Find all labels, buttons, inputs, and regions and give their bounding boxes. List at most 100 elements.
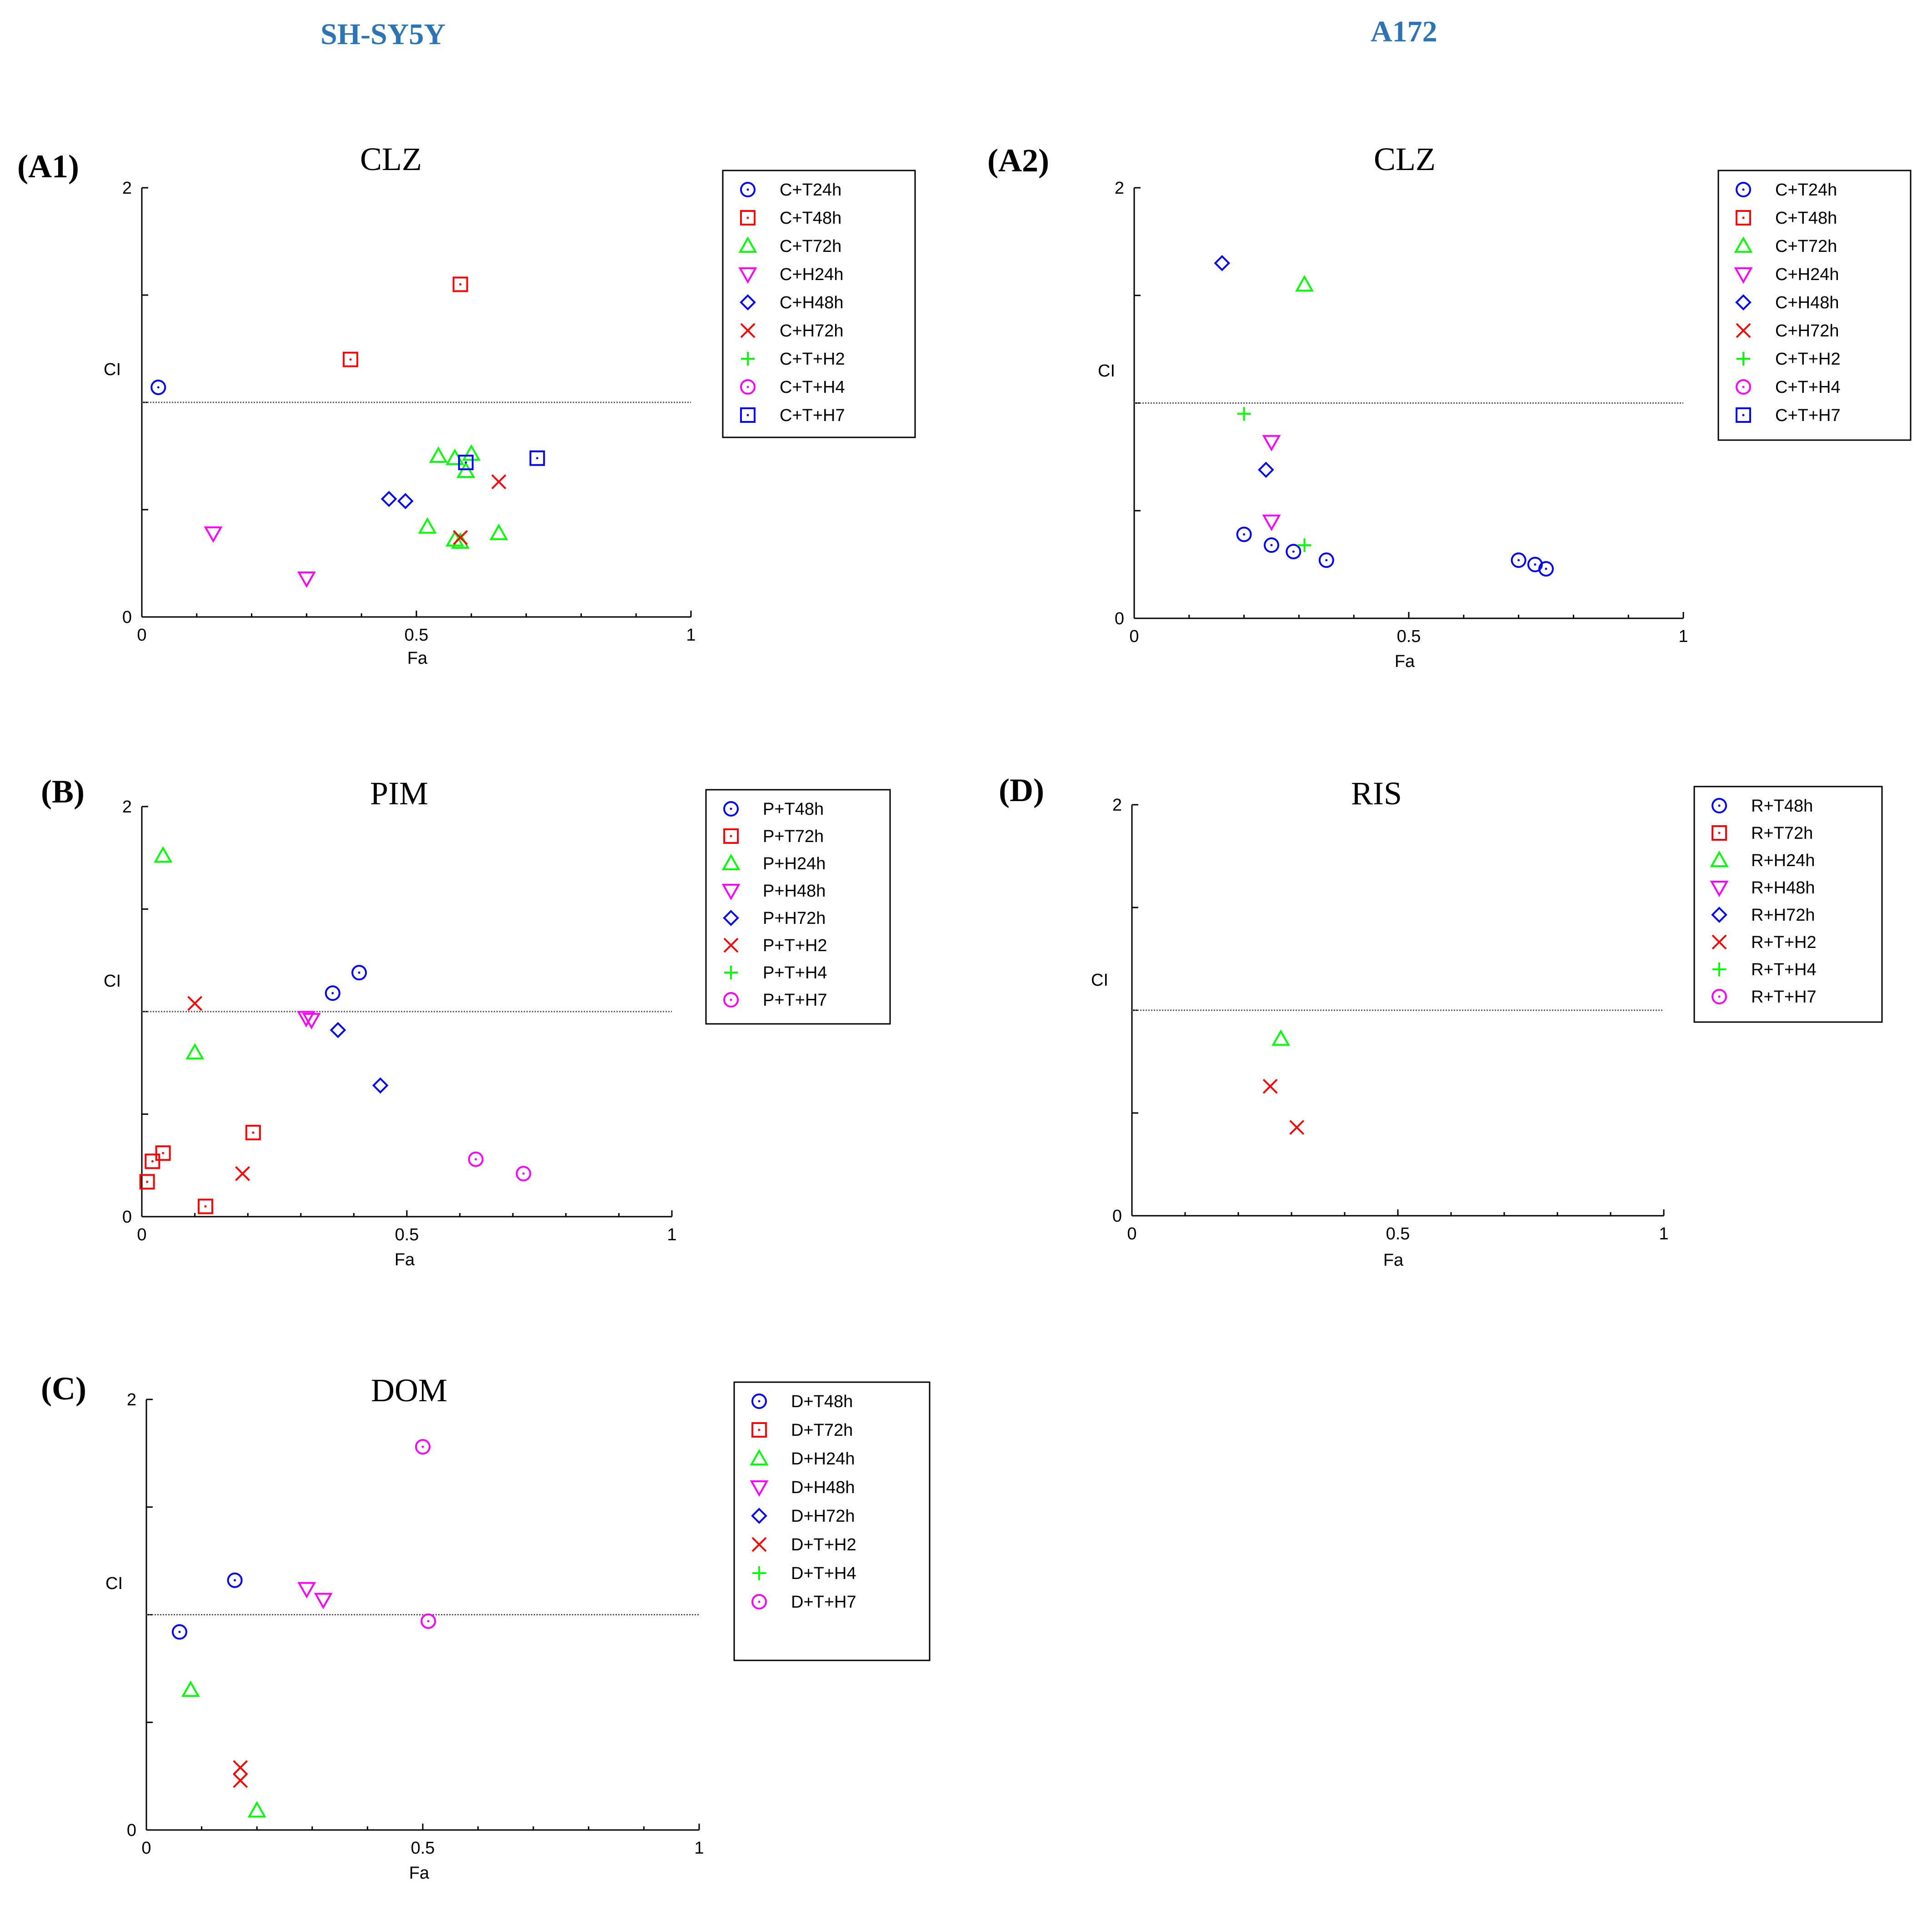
x-tick-label: 1 [686, 626, 696, 645]
data-point [351, 965, 367, 981]
x-tick-label: 0 [137, 626, 146, 645]
legend-entry: C+T72h [780, 237, 841, 256]
chart-title: PIM [370, 775, 428, 812]
cell-line-header-left: SH-SY5Y [320, 18, 446, 51]
legend-marker [750, 1449, 769, 1465]
x-tick-label: 0 [137, 1225, 146, 1244]
y-tick-label: 2 [1112, 796, 1122, 815]
legend-entry: D+T48h [791, 1392, 853, 1411]
legend-marker [1712, 825, 1727, 841]
data-point [372, 1077, 389, 1094]
legend-marker [750, 1480, 769, 1497]
legend-entry: C+H48h [780, 293, 843, 312]
panel-label: (D) [999, 772, 1044, 808]
chart-title: CLZ [1374, 141, 1436, 177]
legend-entry: P+T+H4 [763, 963, 827, 983]
legend-marker [751, 1394, 767, 1409]
data-point [187, 996, 203, 1011]
data-point [1511, 552, 1527, 568]
data-point [1237, 407, 1251, 421]
legend-entry: R+T+H2 [1751, 933, 1817, 952]
x-axis-label: Fa [1383, 1251, 1404, 1270]
chart-D: (D) RIS 0 0.5 1 0 2 Fa CI R+T48h R+T72h R+H24h R+H48… [999, 772, 1883, 1270]
y-tick-label: 0 [127, 1821, 136, 1840]
legend-marker [1736, 182, 1751, 197]
data-point [380, 491, 397, 507]
legend-marker [723, 992, 739, 1008]
legend-entry: C+T+H2 [780, 350, 845, 369]
data-point [415, 1439, 430, 1455]
legend: C+T24h C+T48h C+T72h C+H24h C+H48h C+H72h C+T+… [1717, 170, 1912, 441]
x-tick-label: 1 [694, 1839, 704, 1858]
data-point [1289, 1120, 1305, 1135]
legend-marker [751, 1537, 767, 1552]
x-tick-label: 0.5 [405, 626, 429, 645]
data-point [343, 351, 359, 367]
legend-marker [1736, 407, 1751, 423]
data-point [1286, 544, 1301, 560]
legend-entry: C+T+H7 [1775, 406, 1841, 425]
legend-marker [1736, 210, 1751, 226]
legend-entry: D+H24h [791, 1449, 855, 1469]
panel-label: (B) [41, 773, 85, 810]
data-point [150, 379, 166, 395]
legend-marker [1736, 323, 1751, 338]
legend-marker [724, 966, 738, 979]
data-point [185, 1043, 205, 1060]
legend-marker [1712, 963, 1726, 976]
data-point [314, 1593, 333, 1609]
legend-entry: R+H24h [1751, 851, 1815, 870]
chart-title: RIS [1351, 775, 1402, 812]
y-axis-label: CI [105, 1574, 123, 1593]
legend-entry: D+T+H7 [791, 1593, 856, 1612]
data-point [227, 1572, 243, 1588]
legend-marker [740, 210, 756, 226]
data-point [204, 526, 223, 543]
y-axis-label: CI [104, 972, 121, 991]
legend-marker [740, 407, 756, 423]
legend-entry: P+H72h [763, 909, 826, 928]
legend-marker [1737, 352, 1750, 366]
x-tick-label: 1 [667, 1225, 676, 1244]
legend-marker [723, 828, 739, 844]
x-tick-label: 1 [1678, 627, 1688, 646]
legend-marker [738, 267, 757, 284]
legend-entry: C+T+H2 [1775, 350, 1841, 369]
x-tick-label: 0 [141, 1839, 151, 1858]
data-point [233, 1773, 248, 1788]
x-tick-label: 0 [1127, 1224, 1136, 1243]
legend-marker [740, 323, 756, 338]
data-point [468, 1151, 484, 1167]
x-tick-label: 0.5 [411, 1839, 435, 1858]
legend-entry: P+H24h [763, 854, 826, 873]
data-point [453, 530, 468, 545]
data-point [139, 1174, 155, 1190]
y-axis-label: CI [1091, 971, 1108, 990]
panel-label: (A1) [17, 148, 79, 185]
data-point [171, 1624, 187, 1640]
legend-marker [1712, 989, 1727, 1004]
data-point [1538, 561, 1554, 577]
data-point [1264, 537, 1279, 553]
legend: R+T48h R+T72h R+H24h R+H48h R+H72h R+T+H2 R+T+… [1693, 786, 1883, 1023]
legend: P+T48h P+T72h P+H24h P+H48h P+H72h P+T+H2 P+T+… [705, 789, 891, 1025]
y-axis-label: CI [104, 360, 121, 379]
data-point [325, 985, 340, 1001]
data-point [1318, 552, 1334, 568]
legend-marker [741, 352, 755, 366]
chart-A1: (A1) CLZ 0 0.5 1 0 2 Fa CI C+T24h C+T48h C+T72h C+H2… [17, 141, 916, 668]
y-tick-label: 0 [122, 608, 132, 627]
legend-marker [751, 1594, 767, 1609]
legend-marker [1711, 907, 1727, 923]
data-point [1262, 514, 1281, 531]
legend-marker [751, 1508, 767, 1524]
chart-A2: (A2) CLZ 0 0.5 1 0 2 Fa CI C+T24h C+T48h C+T72h C+H2… [987, 141, 1912, 671]
legend-entry: C+H72h [780, 321, 843, 341]
legend-marker [723, 937, 739, 953]
legend-entry: C+H48h [1775, 293, 1839, 312]
legend-entry: C+T48h [780, 209, 841, 228]
x-axis-label: Fa [409, 1864, 430, 1883]
legend-entry: C+T+H4 [780, 378, 845, 397]
data-point [445, 448, 464, 465]
